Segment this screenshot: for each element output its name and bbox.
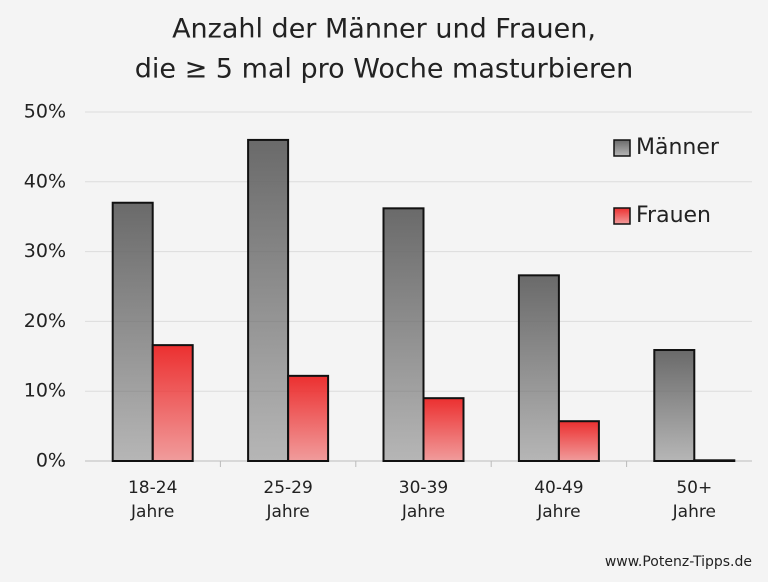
bar bbox=[287, 374, 330, 462]
legend-swatch bbox=[613, 139, 631, 157]
x-tick-label: 50+ bbox=[676, 478, 712, 498]
footer: www.Potenz-Tipps.de bbox=[605, 554, 752, 570]
bar bbox=[247, 138, 290, 462]
bar bbox=[382, 207, 425, 462]
chart-title: die ≥ 5 mal pro Woche masturbieren bbox=[135, 54, 633, 85]
bar bbox=[111, 201, 154, 463]
y-tick-label: 50% bbox=[24, 101, 66, 123]
y-tick-label: 30% bbox=[24, 240, 66, 262]
y-tick-label: 10% bbox=[24, 380, 66, 402]
bar bbox=[151, 344, 194, 462]
x-tick-label: 40-49 bbox=[534, 478, 583, 498]
x-tick-label: Jahre bbox=[672, 502, 716, 522]
y-tick-label: 40% bbox=[24, 170, 66, 192]
y-tick-label: 0% bbox=[36, 450, 66, 472]
x-tick-label: Jahre bbox=[401, 502, 445, 522]
x-tick-label: 25-29 bbox=[263, 478, 312, 498]
bar bbox=[422, 397, 465, 462]
x-tick-label: 18-24 bbox=[128, 478, 177, 498]
chart-title: Anzahl der Männer und Frauen, bbox=[172, 14, 596, 45]
legend-label: Männer bbox=[636, 135, 720, 160]
x-tick-label: Jahre bbox=[536, 502, 580, 522]
bar bbox=[557, 420, 600, 462]
x-tick-label: Jahre bbox=[265, 502, 309, 522]
bar bbox=[653, 349, 696, 463]
legend-label: Frauen bbox=[636, 203, 711, 228]
y-tick-label: 20% bbox=[24, 310, 66, 332]
bar bbox=[517, 274, 560, 462]
x-tick-label: Jahre bbox=[130, 502, 174, 522]
x-tick-label: 30-39 bbox=[399, 478, 448, 498]
legend-swatch bbox=[613, 207, 631, 225]
bar bbox=[693, 459, 736, 463]
